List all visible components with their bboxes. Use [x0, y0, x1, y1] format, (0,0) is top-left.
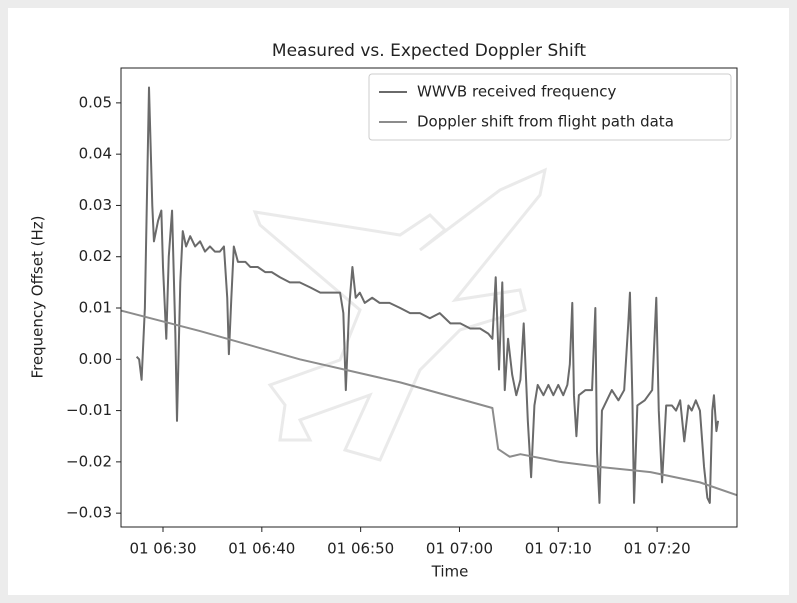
- y-tick-label: 0.01: [79, 299, 112, 317]
- y-tick-label: 0.00: [79, 350, 112, 368]
- y-tick-label: 0.02: [79, 247, 112, 265]
- y-axis-label: Frequency Offset (Hz): [29, 216, 47, 379]
- legend-label: Doppler shift from flight path data: [417, 113, 674, 131]
- x-tick-label: 01 06:40: [228, 540, 295, 558]
- x-tick-label: 01 06:30: [129, 540, 196, 558]
- y-tick-label: 0.04: [79, 145, 112, 163]
- y-tick-label: 0.05: [79, 93, 112, 111]
- y-tick-label: 0.03: [79, 196, 112, 214]
- x-tick-label: 01 07:20: [624, 540, 691, 558]
- chart: Measured vs. Expected Doppler Shift Time…: [0, 0, 797, 603]
- x-axis-label: Time: [431, 563, 469, 581]
- y-tick-label: −0.01: [66, 401, 112, 419]
- chart-title: Measured vs. Expected Doppler Shift: [272, 41, 587, 61]
- x-tick-label: 01 07:00: [426, 540, 493, 558]
- x-tick-label: 01 07:10: [525, 540, 592, 558]
- legend-label: WWVB received frequency: [417, 83, 616, 101]
- page: {"chart_data": { "type": "line", "title"…: [0, 0, 797, 603]
- y-tick-label: −0.03: [66, 504, 112, 522]
- y-tick-label: −0.02: [66, 452, 112, 470]
- x-tick-label: 01 06:50: [327, 540, 394, 558]
